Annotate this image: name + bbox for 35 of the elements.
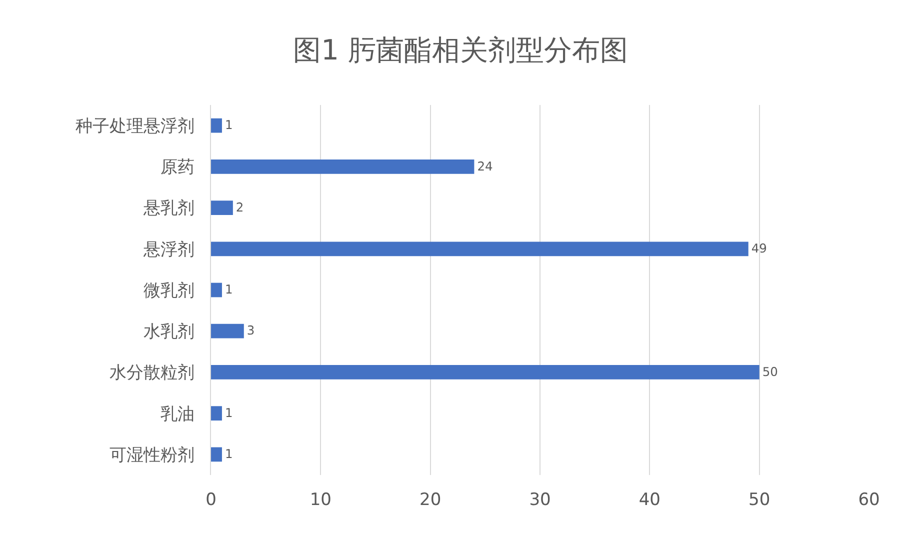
x-tick-label: 30 xyxy=(529,490,551,510)
bar xyxy=(211,324,244,338)
data-label: 1 xyxy=(224,282,233,297)
x-tick-label: 50 xyxy=(748,490,770,510)
x-tick-label: 60 xyxy=(858,490,880,510)
bar xyxy=(211,200,233,215)
y-tick-label: 微乳剂 xyxy=(144,280,195,301)
y-tick-label: 原药 xyxy=(160,158,195,178)
bar xyxy=(211,242,748,256)
y-tick-label: 悬浮剂 xyxy=(142,240,195,260)
y-tick-label: 可湿性粉剂 xyxy=(110,445,195,466)
y-tick-label: 悬乳剂 xyxy=(142,198,195,219)
y-tick-label: 水乳剂 xyxy=(144,322,195,342)
bar xyxy=(211,447,222,462)
bar xyxy=(211,118,222,133)
data-label: 1 xyxy=(224,406,233,420)
x-tick-label: 0 xyxy=(206,490,216,510)
data-label: 50 xyxy=(762,364,778,379)
x-tick-label: 20 xyxy=(420,490,442,510)
y-tick-label: 种子处理悬浮剂 xyxy=(76,116,195,137)
data-label: 49 xyxy=(751,241,767,256)
data-label: 1 xyxy=(224,447,233,462)
data-label: 3 xyxy=(246,324,255,338)
y-tick-label: 水分散粒剂 xyxy=(110,363,195,384)
bar xyxy=(211,159,474,174)
bar xyxy=(211,365,760,380)
x-tick-label: 10 xyxy=(310,490,332,510)
chart-title: 图1 肟菌酯相关剂型分布图 xyxy=(293,33,628,66)
x-tick-label: 40 xyxy=(638,490,660,510)
data-label: 24 xyxy=(477,159,493,174)
y-tick-label: 乳油 xyxy=(160,404,195,424)
data-label: 1 xyxy=(224,118,233,132)
data-label: 2 xyxy=(236,200,244,214)
bar xyxy=(211,406,222,421)
bar xyxy=(211,282,222,298)
